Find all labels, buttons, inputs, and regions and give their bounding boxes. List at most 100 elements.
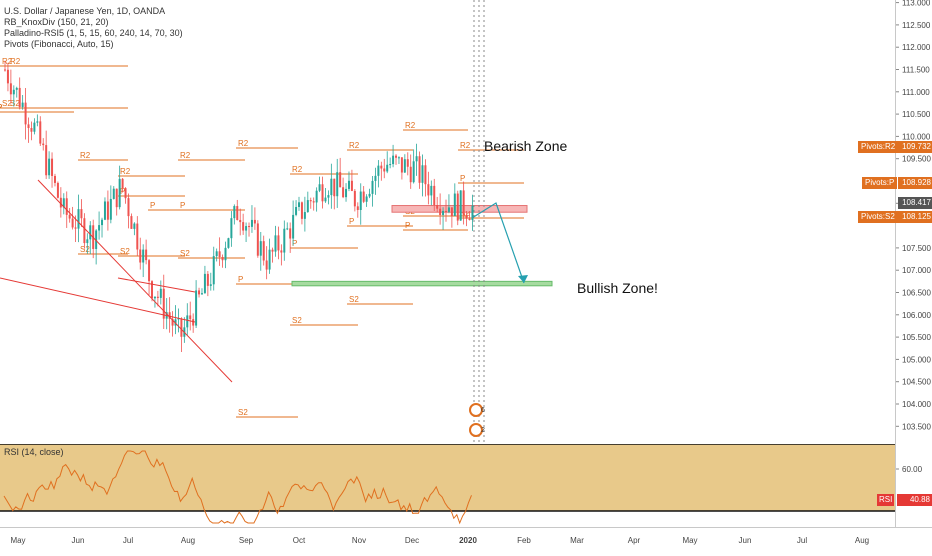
candle-body [48,158,51,176]
candle-body [347,180,350,189]
pivot-lines: R2PS2R2PS2R2PS2R2PS2R2PS2R2PS2R2PS2R2PS2… [0,57,524,418]
candle-body [450,207,453,217]
candle-body [148,260,151,282]
rsi-badge-value: 40.88 [897,494,932,506]
candle-body [262,241,265,261]
candle-body [109,198,112,220]
time-tick-label: 2020 [459,536,477,545]
candle-body [371,180,374,194]
time-tick-label: Jul [123,536,133,545]
price-tick-label: 112.500 [902,21,931,30]
price-tick-label: 106.000 [902,311,931,320]
candle-body [292,214,295,239]
pivot-s2-value: 108.125 [898,211,932,223]
resistance-zone [391,205,528,213]
candle-body [430,185,433,196]
candle-body [156,296,159,298]
price-chart-svg[interactable]: R2PS2R2PS2R2PS2R2PS2R2PS2R2PS2R2PS2R2PS2… [0,0,895,444]
candle-body [59,197,62,208]
candle-body [27,124,30,129]
candle-body [162,288,165,319]
pivot-label: R2 [405,121,416,130]
candle-body [224,247,227,261]
candle-body [309,200,312,202]
candle-body [86,239,89,244]
indicator-palladino-rsi[interactable]: Palladino-RSI5 (1, 5, 15, 60, 240, 14, 7… [4,28,183,38]
time-tick-label: Sep [239,536,254,545]
candle-body [339,172,342,188]
pivot-label: S2 [238,408,248,417]
candle-body [130,216,133,229]
candle-body [368,193,371,197]
candle-body [221,257,224,261]
candlesticks [4,60,474,352]
candle-body [380,165,383,169]
candle-body [15,87,18,90]
indicator-pivots[interactable]: Pivots (Fibonacci, Auto, 15) [4,39,114,49]
candle-body [403,159,406,173]
candle-body [124,188,127,199]
candle-body [445,210,447,212]
price-tick-label: 110.000 [902,132,931,141]
time-axis[interactable]: May Jun Jul Aug Sep Oct Nov Dec 2020 Feb Mar Apr May… [0,527,932,551]
candle-body [45,145,48,176]
trendlines: 62 [0,179,528,437]
candle-body [53,175,56,183]
candle-body [36,121,39,123]
rsi-axis[interactable]: 60.00 [895,444,932,527]
pivot-label: S2 [80,245,90,254]
candle-body [453,193,456,217]
candle-body [324,197,327,202]
candle-body [439,208,442,215]
price-tick-label: 112.000 [902,43,931,52]
bearish-zone-annotation[interactable]: Bearish Zone [484,138,568,154]
candle-body [24,102,27,125]
candle-body [421,165,424,183]
indicator-knoxdiv[interactable]: RB_KnoxDiv (150, 21, 20) [4,17,109,27]
candle-body [230,218,233,239]
candle-body [274,235,277,252]
rsi-pane[interactable]: RSI (14, close) [0,444,895,527]
pivot-label: P [180,201,185,210]
candle-body [300,202,303,219]
pivot-label: R2 [10,57,21,66]
price-tick-label: 113.000 [902,0,931,8]
rsi-badge-label: RSI [877,494,895,506]
candle-body [218,251,221,258]
candle-body [189,315,192,320]
price-tick-label: 104.000 [902,400,931,409]
price-tick-label: 105.000 [902,355,931,364]
pivot-label: P [405,221,410,230]
candle-body [89,225,92,240]
candle-body [118,178,121,208]
candle-body [103,201,106,220]
candle-body [151,281,153,299]
candle-body [303,212,306,219]
candle-body [327,195,330,198]
pivot-label: R2 [460,141,471,150]
candle-body [400,157,403,173]
candle-body [9,83,12,95]
pivot-label: R2 [180,151,191,160]
pivot-label: P [150,201,155,210]
candle-body [318,184,321,191]
candle-body [236,206,239,220]
candle-body [362,191,365,202]
candle-body [350,180,353,191]
candle-body [142,249,145,263]
candle-body [177,318,180,320]
rsi-chart-svg[interactable] [0,444,895,527]
symbol-title[interactable]: U.S. Dollar / Japanese Yen, 1D, OANDA [4,6,166,16]
candle-body [121,178,124,189]
price-axis[interactable]: 113.000 112.500 112.000 111.500 111.000 110.5… [895,0,932,444]
candle-body [248,226,251,228]
lower-trendline [0,277,196,323]
bullish-zone-annotation[interactable]: Bullish Zone! [577,280,658,296]
rsi-legend-label[interactable]: RSI (14, close) [4,447,64,457]
support-zone [291,280,553,287]
candle-body [30,128,33,132]
price-chart-pane[interactable]: R2PS2R2PS2R2PS2R2PS2R2PS2R2PS2R2PS2R2PS2… [0,0,895,444]
pivot-label: S2 [10,99,20,108]
candle-body [392,155,395,165]
candle-body [186,315,189,328]
